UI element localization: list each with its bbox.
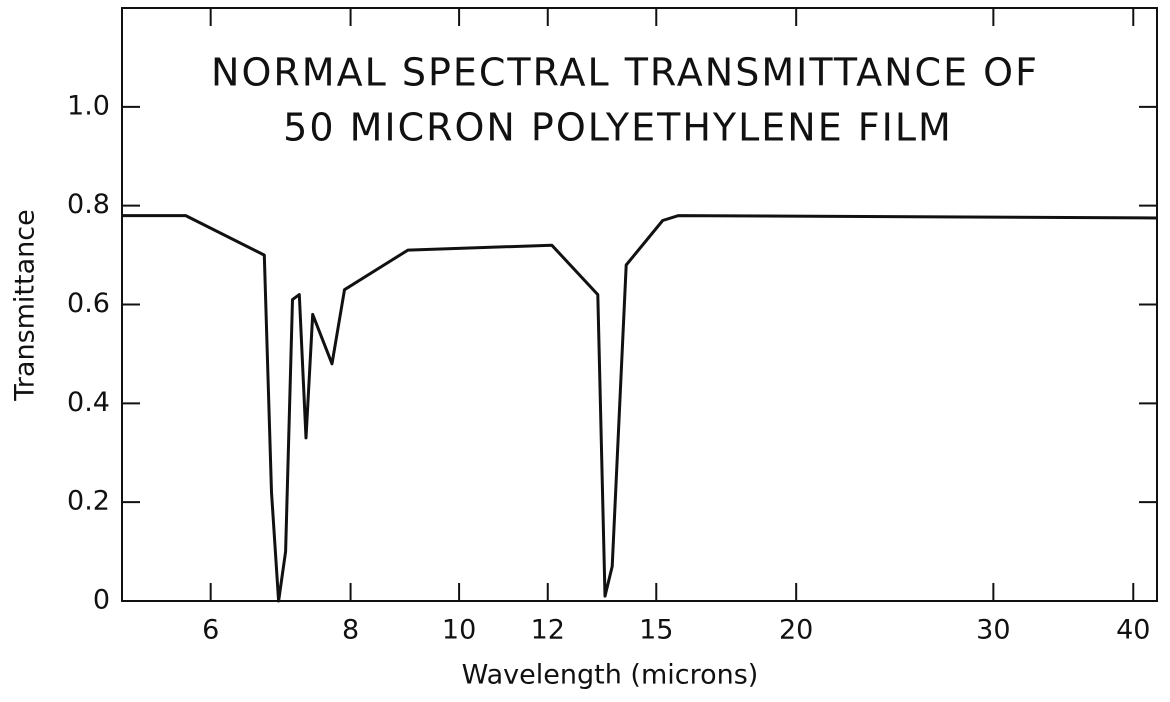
x-axis-label: Wavelength (microns)	[462, 660, 759, 691]
y-axis-label: Transmittance	[10, 209, 41, 401]
y-tick-label: 1.0	[67, 90, 110, 121]
x-tick-label: 15	[639, 615, 673, 646]
plot-frame	[121, 7, 1158, 602]
x-tick-label: 6	[202, 615, 219, 646]
y-tick-label: 0	[93, 585, 110, 616]
x-tick-label: 8	[342, 615, 359, 646]
y-tick-label: 0.6	[67, 288, 110, 319]
y-tick-label: 0.2	[67, 486, 110, 517]
x-tick-label: 10	[442, 615, 476, 646]
x-tick-label: 20	[779, 615, 813, 646]
chart-title: NORMAL SPECTRAL TRANSMITTANCE OF	[211, 51, 1039, 95]
y-tick-label: 0.4	[67, 387, 110, 418]
y-tick-label: 0.8	[67, 189, 110, 220]
x-tick-label: 12	[531, 615, 565, 646]
x-tick-label: 30	[976, 615, 1010, 646]
data-line	[122, 214, 1158, 603]
chart-title: 50 MICRON POLYETHYLENE FILM	[283, 106, 953, 150]
x-tick-label: 40	[1116, 615, 1150, 646]
